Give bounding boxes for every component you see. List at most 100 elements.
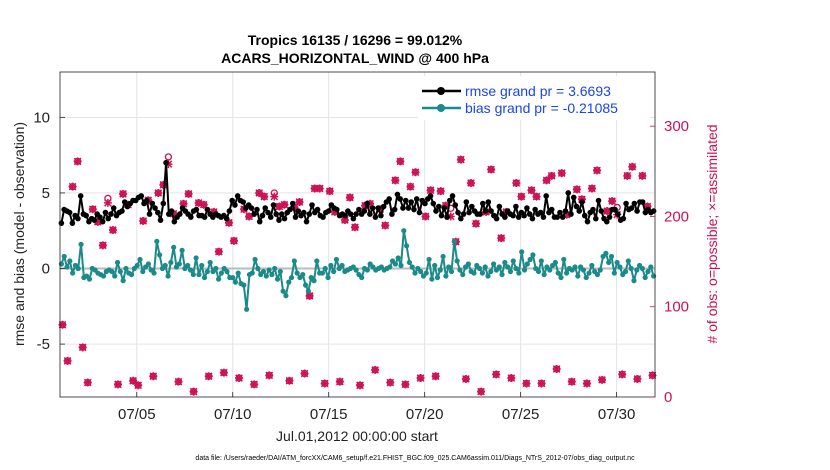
bias-point [176, 261, 182, 267]
rmse-point [581, 212, 588, 219]
bias-point [190, 271, 196, 278]
bias-point [561, 256, 567, 263]
rmse-point [493, 215, 500, 222]
rmse-point [320, 214, 326, 220]
obs-assimilated-point [88, 205, 97, 214]
bias-point [535, 268, 542, 275]
bias-point [78, 241, 84, 247]
obs-assimilated-point [270, 192, 279, 201]
bias-point [440, 253, 446, 260]
obs-assimilated-point [280, 200, 289, 209]
bias-point [606, 259, 612, 266]
obs-assimilated-point [366, 199, 375, 208]
obs-assimilated-point [426, 186, 435, 195]
bias-point [364, 267, 370, 273]
bias-point [650, 273, 657, 279]
obs-possible-point [164, 153, 173, 161]
obs-assimilated-point [522, 379, 531, 388]
bias-point [614, 259, 620, 266]
rmse-point [256, 218, 263, 225]
rmse-point [353, 211, 359, 217]
rmse-point [615, 211, 621, 217]
bias-point [491, 261, 497, 267]
bias-point [401, 228, 407, 234]
bias-point [575, 273, 581, 279]
rmse-point [287, 206, 293, 213]
obs-assimilated-point [416, 374, 425, 383]
bias-point [603, 250, 609, 256]
obs-assimilated-point [93, 217, 102, 226]
obs-assimilated-point [340, 216, 349, 225]
obs-assimilated-point [492, 370, 501, 379]
rmse-point [595, 197, 602, 204]
rmse-point [276, 217, 282, 223]
rmse-point [466, 209, 472, 216]
bias-point [64, 264, 70, 270]
obs-assimilated-point [335, 377, 344, 386]
bias-point [215, 276, 222, 282]
obs-assimilated-point [350, 223, 359, 232]
rmse-point [226, 208, 233, 214]
obs-assimilated-point [108, 225, 117, 234]
obs-assimilated-point [58, 320, 67, 329]
obs-assimilated-point [159, 180, 168, 189]
obs-assimilated-point [547, 171, 556, 180]
obs-assimilated-point [487, 165, 496, 174]
bias-point [547, 267, 553, 273]
rmse-point [143, 197, 150, 204]
bias-point [252, 256, 258, 263]
bias-point [305, 288, 311, 294]
bias-point [434, 274, 441, 281]
bias-point [485, 273, 491, 279]
obs-assimilated-point [401, 380, 410, 389]
bias-point [505, 264, 511, 270]
rmse-point [565, 190, 572, 196]
x-tick-label-3: 07/20 [406, 406, 444, 423]
bias-point [333, 256, 340, 263]
bias-point [300, 271, 306, 278]
bias-point [611, 270, 617, 276]
obs-assimilated-point [98, 241, 107, 250]
rmse-point [201, 214, 208, 220]
obs-assimilated-point [103, 198, 112, 207]
y-axis-right: 0 100 200 300 [650, 118, 689, 406]
bias-point [325, 274, 331, 281]
rmse-point [435, 203, 442, 210]
bias-point [429, 276, 435, 282]
bias-point [61, 253, 67, 260]
bias-point [319, 270, 326, 276]
obs-assimilated-point [229, 236, 238, 245]
y-right-tick-label-2: 200 [664, 208, 689, 225]
bias-point [454, 258, 460, 264]
rmse-point [306, 211, 313, 217]
obs-assimilated-point [154, 188, 163, 197]
bias-point [322, 265, 328, 272]
rmse-point [554, 214, 561, 220]
rmse-point [496, 203, 503, 210]
rmse-point [361, 208, 368, 214]
rmse-point [234, 193, 241, 199]
rmse-point [372, 214, 379, 220]
rmse-point [606, 214, 613, 220]
rmse-point [77, 193, 84, 199]
y-left-tick-label-3: 10 [33, 109, 50, 126]
bias-point [244, 306, 250, 312]
rmse-point [121, 199, 128, 205]
bias-series [58, 228, 657, 312]
rmse-point [356, 206, 362, 213]
rmse-point [300, 209, 307, 216]
bias-point [151, 270, 157, 276]
obs-assimilated-point [174, 377, 183, 386]
obs-assimilated-point [598, 375, 607, 384]
obs-assimilated-point [371, 365, 380, 374]
bias-point [530, 252, 536, 258]
rmse-point [548, 206, 555, 213]
bias-point [302, 282, 309, 288]
rmse-point [273, 211, 280, 217]
rmse-point [149, 200, 156, 207]
bias-point [165, 273, 171, 279]
bias-point [524, 261, 530, 267]
rmse-point [529, 215, 536, 222]
bias-point [510, 258, 516, 264]
